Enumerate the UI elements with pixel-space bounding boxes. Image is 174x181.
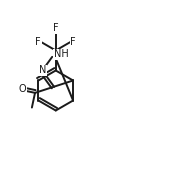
- Text: N: N: [39, 66, 46, 75]
- Text: F: F: [53, 24, 59, 33]
- Text: O: O: [18, 84, 26, 94]
- Text: F: F: [70, 37, 76, 47]
- Text: F: F: [35, 37, 41, 47]
- Text: NH: NH: [54, 49, 69, 59]
